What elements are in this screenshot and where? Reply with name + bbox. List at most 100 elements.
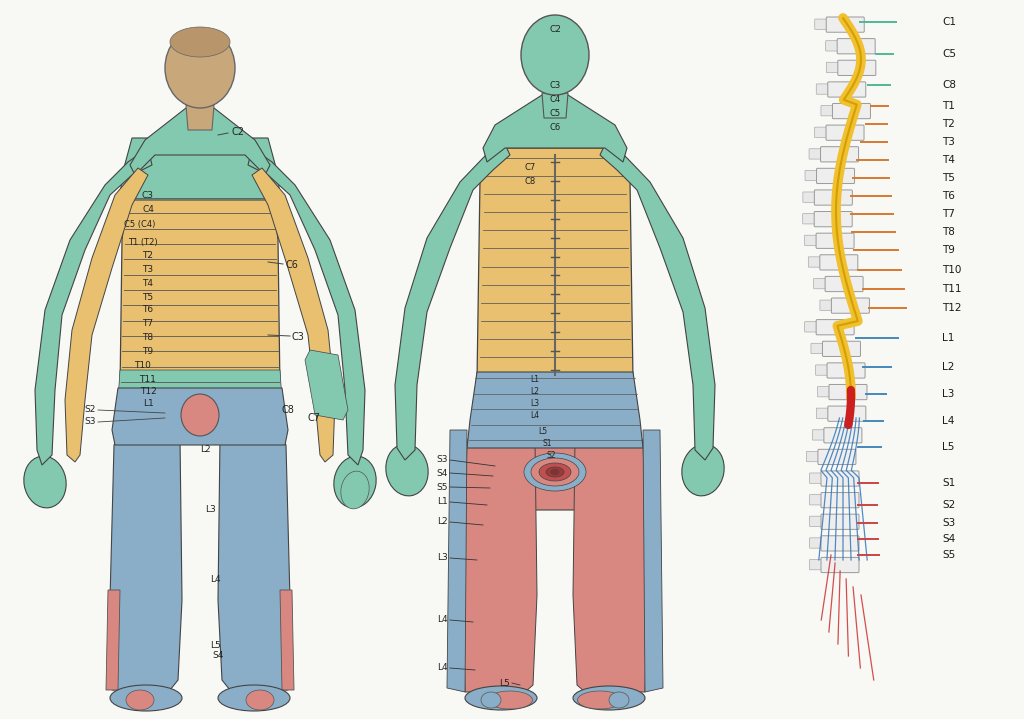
Text: L1: L1 xyxy=(437,498,449,506)
FancyBboxPatch shape xyxy=(808,257,822,267)
Text: S4: S4 xyxy=(942,534,955,544)
FancyBboxPatch shape xyxy=(826,63,841,73)
Ellipse shape xyxy=(246,690,274,710)
Text: L1: L1 xyxy=(942,333,954,343)
Polygon shape xyxy=(35,148,152,465)
Text: T2: T2 xyxy=(142,252,154,260)
FancyBboxPatch shape xyxy=(814,190,852,205)
FancyBboxPatch shape xyxy=(810,516,823,526)
Polygon shape xyxy=(573,440,647,692)
Polygon shape xyxy=(120,138,280,200)
Polygon shape xyxy=(65,168,148,462)
Polygon shape xyxy=(483,95,627,162)
Text: S4: S4 xyxy=(436,469,449,477)
Text: S3: S3 xyxy=(436,456,449,464)
Ellipse shape xyxy=(521,15,589,95)
Ellipse shape xyxy=(170,27,230,57)
FancyBboxPatch shape xyxy=(807,452,820,462)
Text: L4: L4 xyxy=(942,416,954,426)
FancyBboxPatch shape xyxy=(820,147,858,162)
FancyBboxPatch shape xyxy=(805,321,818,332)
FancyBboxPatch shape xyxy=(821,514,859,529)
FancyBboxPatch shape xyxy=(821,106,835,116)
FancyBboxPatch shape xyxy=(827,406,866,421)
Polygon shape xyxy=(305,350,348,420)
Polygon shape xyxy=(112,388,288,445)
Text: C3: C3 xyxy=(549,81,560,89)
FancyBboxPatch shape xyxy=(803,214,817,224)
Text: L2: L2 xyxy=(200,446,211,454)
Text: C8: C8 xyxy=(524,178,536,186)
Text: L2: L2 xyxy=(942,362,954,372)
FancyBboxPatch shape xyxy=(827,82,865,97)
Ellipse shape xyxy=(386,444,428,496)
FancyBboxPatch shape xyxy=(811,343,825,354)
FancyBboxPatch shape xyxy=(824,428,862,443)
Ellipse shape xyxy=(573,686,645,710)
FancyBboxPatch shape xyxy=(805,170,819,180)
FancyBboxPatch shape xyxy=(838,39,876,54)
Polygon shape xyxy=(130,108,270,175)
Ellipse shape xyxy=(24,456,67,508)
Ellipse shape xyxy=(551,470,559,475)
FancyBboxPatch shape xyxy=(814,211,852,226)
Text: T1 (T2): T1 (T2) xyxy=(128,239,158,247)
Polygon shape xyxy=(118,370,282,400)
Polygon shape xyxy=(106,590,120,690)
FancyBboxPatch shape xyxy=(821,536,859,551)
FancyBboxPatch shape xyxy=(815,19,828,29)
FancyBboxPatch shape xyxy=(810,495,823,505)
Text: L2: L2 xyxy=(530,388,540,396)
FancyBboxPatch shape xyxy=(803,192,817,202)
Text: S2: S2 xyxy=(546,451,556,459)
Text: T10: T10 xyxy=(134,362,152,370)
Text: S2: S2 xyxy=(942,500,955,510)
Text: T9: T9 xyxy=(142,347,154,355)
Text: L3: L3 xyxy=(530,400,540,408)
Text: T4: T4 xyxy=(142,278,154,288)
Ellipse shape xyxy=(487,691,532,709)
FancyBboxPatch shape xyxy=(821,493,859,508)
FancyBboxPatch shape xyxy=(825,41,840,51)
FancyBboxPatch shape xyxy=(812,430,826,440)
Text: T1: T1 xyxy=(942,101,955,111)
Polygon shape xyxy=(395,140,510,460)
Text: T8: T8 xyxy=(142,332,154,342)
Text: S1: S1 xyxy=(543,439,552,449)
Ellipse shape xyxy=(165,28,234,108)
Text: L4: L4 xyxy=(210,575,220,585)
Text: T7: T7 xyxy=(142,319,154,329)
Ellipse shape xyxy=(539,463,571,481)
FancyBboxPatch shape xyxy=(818,449,856,464)
Text: C3: C3 xyxy=(292,332,305,342)
Polygon shape xyxy=(467,372,643,448)
FancyBboxPatch shape xyxy=(826,17,864,32)
FancyBboxPatch shape xyxy=(810,538,823,548)
Text: C2: C2 xyxy=(232,127,245,137)
FancyBboxPatch shape xyxy=(827,363,865,378)
Polygon shape xyxy=(120,188,280,390)
Text: T10: T10 xyxy=(942,265,962,275)
Text: C5 (C4): C5 (C4) xyxy=(124,221,156,229)
FancyBboxPatch shape xyxy=(816,408,830,418)
Text: L2: L2 xyxy=(437,518,449,526)
FancyBboxPatch shape xyxy=(814,278,827,289)
FancyBboxPatch shape xyxy=(810,559,823,569)
Polygon shape xyxy=(248,148,365,465)
Text: T2: T2 xyxy=(942,119,955,129)
FancyBboxPatch shape xyxy=(833,104,870,119)
Text: C4: C4 xyxy=(550,96,560,104)
FancyBboxPatch shape xyxy=(816,84,830,94)
Text: C3: C3 xyxy=(142,191,154,201)
Ellipse shape xyxy=(481,692,501,708)
FancyBboxPatch shape xyxy=(805,235,818,246)
FancyBboxPatch shape xyxy=(814,127,828,137)
Text: C2: C2 xyxy=(549,25,561,35)
Polygon shape xyxy=(643,430,663,692)
FancyBboxPatch shape xyxy=(822,342,860,357)
Text: L1: L1 xyxy=(530,375,540,385)
Ellipse shape xyxy=(524,453,586,491)
FancyBboxPatch shape xyxy=(810,473,823,483)
Polygon shape xyxy=(463,440,537,692)
Text: T12: T12 xyxy=(139,387,157,395)
